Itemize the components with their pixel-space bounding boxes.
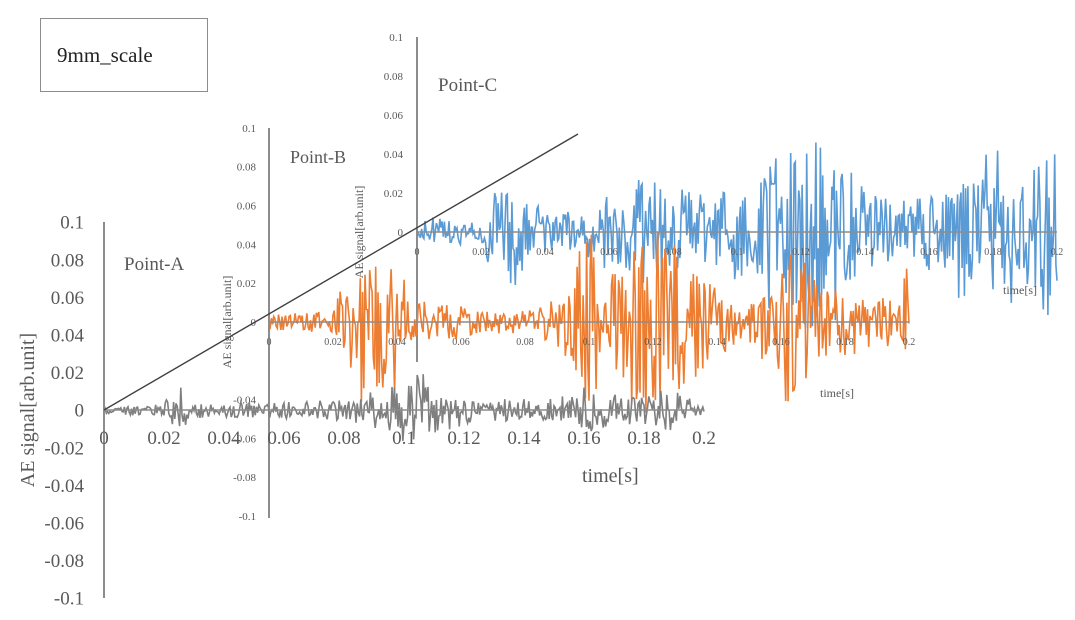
y-tick-label: -0.06 — [44, 513, 84, 534]
y-tick-label: -0.04 — [233, 394, 256, 406]
x-tick-label: 0.1 — [731, 247, 744, 258]
x-tick-label: 0.14 — [856, 247, 874, 258]
y-tick-label: 0 — [398, 227, 404, 239]
y-tick-label: 0.04 — [51, 325, 85, 346]
x-tick-label: 0 — [415, 247, 420, 258]
series-line — [416, 142, 1058, 328]
x-axis-label: time[s] — [582, 465, 639, 487]
series-title: Point-A — [124, 254, 184, 275]
y-tick-label: 0.06 — [51, 288, 84, 309]
x-tick-label: 0.06 — [600, 247, 618, 258]
x-tick-label: 0 — [267, 337, 272, 348]
x-tick-label: 0.08 — [664, 247, 682, 258]
y-tick-label: 0.08 — [384, 71, 404, 83]
x-tick-label: 0.06 — [267, 428, 300, 449]
y-tick-label: 0.02 — [51, 363, 84, 384]
x-tick-label: 0.02 — [472, 247, 490, 258]
x-tick-label: 0.16 — [920, 247, 938, 258]
y-tick-label: 0.02 — [384, 188, 403, 200]
x-tick-label: 0.08 — [327, 428, 360, 449]
y-axis-label: AE signal[arb.unit] — [352, 186, 366, 279]
y-tick-label: -0.1 — [54, 589, 84, 610]
chart-point-c: 0.1 0.08 0.06 0.04 0.02 00 0.02 0.04 0.06 0.08 0.1… — [352, 32, 1063, 362]
x-tick-label: 0.14 — [507, 428, 541, 449]
series-title: Point-B — [290, 147, 346, 167]
x-tick-label: 0.18 — [836, 337, 854, 348]
x-tick-label: 0.04 — [536, 247, 554, 258]
series-line — [103, 374, 705, 441]
y-tick-label: 0.02 — [237, 278, 256, 290]
chart-point-b: 0.1 0.08 0.06 0.04 0.02 0 -0.04 -0.06 -0.08 -0.1 0… — [220, 123, 915, 523]
x-axis-label: time[s] — [1003, 283, 1037, 297]
y-tick-label: -0.08 — [233, 472, 256, 484]
perspective-guide-line — [103, 133, 579, 411]
chart-point-a: 0.1 0.08 0.06 0.04 0.02 0 -0.02 -0.04 -0.06 -0.08… — [17, 213, 716, 610]
y-axis-label: AE signal[arb.unit] — [17, 333, 39, 487]
x-tick-label: 0.1 — [392, 428, 416, 449]
y-tick-label: 0.08 — [237, 162, 257, 174]
x-tick-label: 0.12 — [792, 247, 810, 258]
x-tick-label: 0.12 — [447, 428, 480, 449]
scale-label-box: 9mm_scale — [40, 18, 208, 92]
y-tick-label: -0.02 — [44, 438, 84, 459]
y-tick-label: 0.1 — [242, 123, 256, 135]
y-tick-label: 0.06 — [237, 200, 257, 212]
scale-label: 9mm_scale — [57, 43, 153, 67]
x-tick-label: 0.04 — [388, 337, 406, 348]
y-tick-label: 0.1 — [389, 32, 403, 44]
y-tick-label: 0 — [75, 401, 85, 422]
x-tick-label: 0.2 — [692, 428, 716, 449]
y-axis-label: AE signal[arb.unit] — [220, 276, 234, 369]
x-tick-label: 0.2 — [1051, 247, 1064, 258]
x-tick-label: 0.08 — [516, 337, 534, 348]
x-tick-label: 0.1 — [583, 337, 596, 348]
x-tick-label: 0.18 — [627, 428, 660, 449]
y-tick-label: -0.06 — [233, 433, 256, 445]
y-tick-label: -0.1 — [239, 511, 256, 523]
y-tick-label: 0.04 — [237, 239, 257, 251]
y-tick-label: 0.04 — [384, 149, 404, 161]
x-tick-label: 0.12 — [644, 337, 662, 348]
x-tick-label: 0 — [99, 428, 109, 449]
y-tick-label: -0.04 — [44, 476, 84, 497]
x-tick-label: 0.06 — [452, 337, 470, 348]
x-tick-label: 0.2 — [903, 337, 916, 348]
x-tick-label: 0.02 — [147, 428, 180, 449]
x-tick-label: 0.14 — [708, 337, 726, 348]
x-tick-label: 0.16 — [567, 428, 600, 449]
x-tick-label: 0.18 — [984, 247, 1002, 258]
x-tick-label: 0.02 — [324, 337, 342, 348]
y-tick-label: 0.06 — [384, 110, 404, 122]
x-tick-label: 0.04 — [207, 428, 241, 449]
y-tick-label: -0.08 — [44, 551, 84, 572]
series-line — [268, 232, 910, 413]
x-axis-label: time[s] — [820, 386, 854, 400]
x-tick-label: 0.16 — [772, 337, 790, 348]
y-tick-label: 0.08 — [51, 250, 84, 271]
y-tick-label: 0.1 — [60, 213, 84, 234]
series-title: Point-C — [438, 75, 497, 96]
